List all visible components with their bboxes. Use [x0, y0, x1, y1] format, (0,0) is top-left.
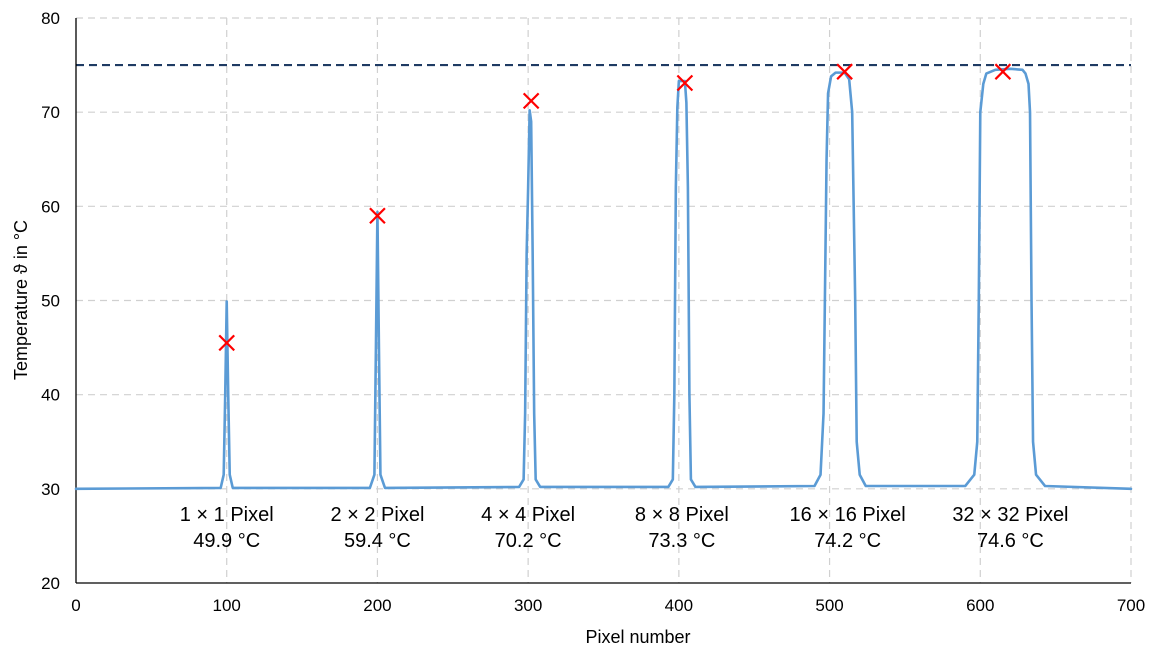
annotation-value: 49.9 °C — [193, 530, 260, 552]
x-tick-label: 0 — [71, 596, 80, 615]
marker-group — [218, 63, 1012, 352]
max-marker — [218, 334, 235, 352]
x-tick-label: 200 — [363, 596, 391, 615]
max-marker-stroke — [676, 74, 694, 92]
x-tick-label: 300 — [514, 596, 542, 615]
annotation-value: 74.2 °C — [814, 530, 881, 552]
x-tick-label: 700 — [1117, 596, 1145, 615]
x-tick-label: 500 — [815, 596, 843, 615]
temperature-line — [74, 67, 1133, 491]
x-tick-label: 100 — [213, 596, 241, 615]
annotation-label: 1 × 1 Pixel — [180, 504, 274, 526]
y-axis-title: Temperature ϑ in °C — [11, 220, 31, 380]
annotation-label: 32 × 32 Pixel — [952, 504, 1068, 526]
max-marker-stroke — [218, 334, 235, 352]
x-tick-label: 600 — [966, 596, 994, 615]
tick-labels: 20 30 40 50 60 70 80 0 100 200 300 400 500 600 700 — [41, 9, 1145, 615]
annotation-label: 4 × 4 Pixel — [481, 504, 575, 526]
max-marker — [836, 63, 853, 80]
max-marker-stroke — [369, 207, 386, 225]
y-tick-label: 20 — [41, 574, 60, 593]
x-axis-title: Pixel number — [585, 627, 690, 647]
max-marker-stroke — [522, 92, 540, 110]
annotation-value: 59.4 °C — [344, 530, 411, 552]
y-tick-label: 60 — [41, 197, 60, 216]
max-marker — [522, 92, 540, 110]
annotation-label: 2 × 2 Pixel — [330, 504, 424, 526]
max-marker-stroke — [994, 63, 1012, 80]
y-tick-label: 30 — [41, 480, 60, 499]
max-marker-stroke — [836, 63, 853, 80]
annotation-label: 8 × 8 Pixel — [635, 504, 729, 526]
y-tick-label: 50 — [41, 292, 60, 311]
max-marker — [994, 63, 1012, 80]
y-tick-label: 40 — [41, 386, 60, 405]
annotation-label: 16 × 16 Pixel — [790, 504, 906, 526]
annotation-value: 73.3 °C — [648, 530, 715, 552]
max-marker — [369, 207, 386, 225]
x-tick-label: 400 — [665, 596, 693, 615]
series-group — [74, 67, 1133, 491]
annotation-value: 74.6 °C — [977, 530, 1044, 552]
y-tick-label: 80 — [41, 9, 60, 28]
annotation-value: 70.2 °C — [495, 530, 562, 552]
y-tick-label: 70 — [41, 103, 60, 122]
annotations: 1 × 1 Pixel 49.9 °C 2 × 2 Pixel 59.4 °C 4 × … — [180, 504, 1069, 552]
max-marker — [676, 74, 694, 92]
grid-lines — [76, 17, 1132, 583]
